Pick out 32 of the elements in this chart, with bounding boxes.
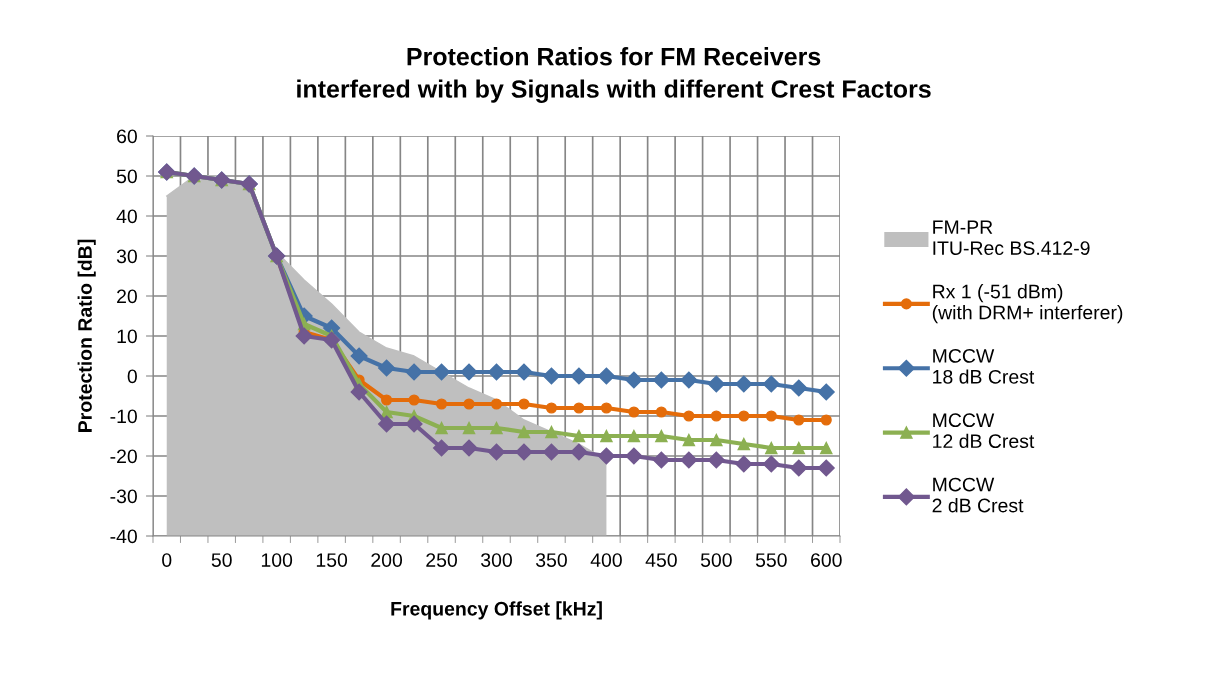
x-tick-label: 500 — [700, 553, 732, 567]
x-tick-label: 150 — [316, 553, 348, 567]
x-tick-label: 400 — [590, 553, 622, 567]
x-tick-label: 50 — [211, 553, 232, 567]
y-tick-label: -10 — [110, 409, 137, 424]
legend-label: MCCW 12 dB Crest — [933, 413, 1035, 449]
x-tick-label: 200 — [371, 553, 403, 567]
y-tick-label: 0 — [127, 369, 137, 384]
x-tick-label: 450 — [645, 553, 677, 567]
legend-label: MCCW 18 dB Crest — [933, 348, 1035, 384]
y-tick-label: 20 — [117, 289, 137, 304]
x-tick-label: 250 — [426, 553, 457, 567]
y-tick-label: 30 — [116, 249, 137, 264]
y-tick-label: -20 — [110, 449, 137, 464]
x-tick-label: 350 — [535, 553, 567, 567]
legend-label: FM-PR ITU-Rec BS.412-9 — [933, 220, 1090, 255]
y-tick-label: -40 — [110, 529, 137, 544]
y-tick-label: 50 — [116, 169, 137, 184]
chart-title: Protection Ratios for FM Receivers interfered with by Signals with different Crest Factors — [297, 47, 931, 103]
x-tick-label: 300 — [481, 553, 512, 567]
x-tick-label: 600 — [811, 553, 842, 567]
legend-label: Rx 1 (-51 dBm) (with DRM+ interferer) — [932, 284, 1123, 324]
y-tick-label: 40 — [116, 209, 137, 224]
y-axis-title: Protection Ratio [dB] — [77, 239, 96, 432]
x-tick-label: 0 — [162, 553, 172, 567]
y-tick-label: 60 — [117, 129, 137, 144]
y-tick-label: -30 — [110, 489, 137, 504]
x-axis-title: Frequency Offset [kHz] — [391, 601, 602, 620]
x-tick-label: 100 — [261, 553, 293, 567]
y-tick-label: 10 — [117, 329, 137, 344]
legend-label: MCCW 2 dB Crest — [932, 477, 1024, 513]
x-tick-label: 550 — [755, 553, 787, 567]
